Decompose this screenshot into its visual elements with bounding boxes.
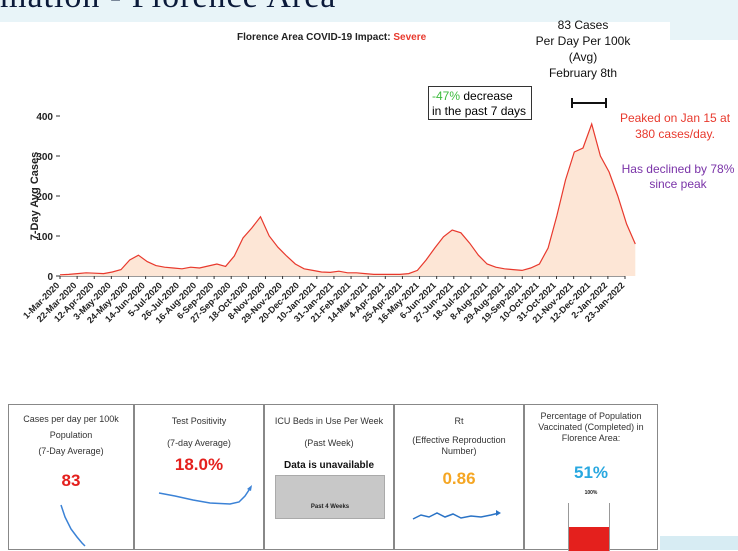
cases-sparkline-path [60,504,86,547]
panel-icu-box-label: Past 4 Weeks [310,504,350,510]
page-title-fragment: mation - Florence Area [0,0,738,22]
panel-vaccinated-head-3: Florence Area: [561,433,621,443]
panel-positivity: Test Positivity (7-day Average) 18.0% [134,404,264,550]
panel-rt-head-1: Rt [454,416,464,426]
footer-accent [660,536,738,550]
callout-line-4: February 8th [548,66,618,80]
y-axis-label: 7-Day Avg Cases [29,152,41,240]
y-tick-label: 400 [36,112,53,123]
current-rate-callout: 83 Cases Per Day Per 100k (Avg) February… [528,17,638,81]
panel-vaccinated-heading: Percentage of Population Vaccinated (Com… [527,411,655,444]
panel-rt-sparkline [412,510,501,520]
panel-icu-head-2: (Past Week) [304,438,354,448]
chart-area [0,22,670,392]
metric-panels: Cases per day per 100k Population (7-Day… [8,404,658,551]
panel-vaccinated-bar-label: 100% [584,490,598,496]
panel-icu-heading: ICU Beds in Use Per Week (Past Week) [267,413,391,451]
panel-vaccinated-head-1: Percentage of Population [540,411,642,421]
chart-title: Florence Area COVID-19 Impact: Severe [237,32,426,43]
panel-rt-value: 0.86 [442,469,476,488]
panel-cases-value: 83 [61,471,81,490]
panel-positivity-heading: Test Positivity (7-day Average) [137,413,261,451]
panel-vaccinated: Percentage of Population Vaccinated (Com… [524,404,658,551]
decrease-text-1: decrease [460,89,513,103]
panel-cases-head-2: Population [49,430,93,440]
callout-line-2: Per Day Per 100k [535,34,631,48]
callout-line-3: (Avg) [568,50,598,64]
y-tick-label: 200 [36,192,53,203]
panel-cases-head-3: (7-Day Average) [38,446,104,456]
panel-cases-head-1: Cases per day per 100k [23,414,119,424]
decrease-text-2: in the past 7 days [432,104,527,118]
panel-positivity-sparkline [158,485,252,505]
callout-line-1: 83 Cases [557,18,609,32]
vaccination-bar-fill [569,526,609,551]
panel-icu: ICU Beds in Use Per Week (Past Week) Dat… [264,404,394,550]
panel-rt-head-3: Number) [441,446,477,456]
decline-note: Has declined by 78% since peak [621,162,735,191]
panel-positivity-head-1: Test Positivity [171,416,227,426]
y-tick-label: 0 [47,272,53,283]
positivity-sparkline-path [158,486,252,505]
chart-title-prefix: Florence Area COVID-19 Impact: [237,32,391,43]
chart-title-severity: Severe [393,32,427,43]
cases-area-fill [60,124,636,276]
panel-icu-placeholder: Past 4 Weeks [275,475,385,519]
panel-cases-heading: Cases per day per 100k Population (7-Day… [11,411,131,459]
panel-icu-unavailable: Data is unavailable [283,460,375,471]
panel-positivity-head-2: (7-day Average) [167,438,231,448]
vaccination-bar [568,503,610,551]
panel-cases: Cases per day per 100k Population (7-Day… [8,404,134,550]
panel-icu-head-1: ICU Beds in Use Per Week [274,416,384,426]
rt-sparkline-path [412,512,500,520]
y-tick-label: 300 [36,152,53,163]
panel-positivity-value: 18.0% [174,455,224,474]
panel-vaccinated-head-2: Vaccinated (Completed) in [538,422,644,432]
panel-vaccinated-value: 51% [573,463,609,482]
decrease-callout: -47% decrease in the past 7 days [428,86,532,120]
positivity-arrow-icon [247,485,252,491]
rt-arrow-icon [496,510,501,516]
peak-note: Peaked on Jan 15 at 380 cases/day. [619,111,731,141]
panel-rt-head-2: (Effective Reproduction [412,435,506,445]
decrease-percent: -47% [432,89,461,103]
y-tick-label: 100 [36,232,53,243]
panel-rt: Rt (Effective Reproduction Number) 0.86 [394,404,524,550]
cases-series-line [59,122,636,276]
panel-rt-heading: Rt (Effective Reproduction Number) [397,413,521,457]
panel-cases-sparkline [60,504,86,547]
